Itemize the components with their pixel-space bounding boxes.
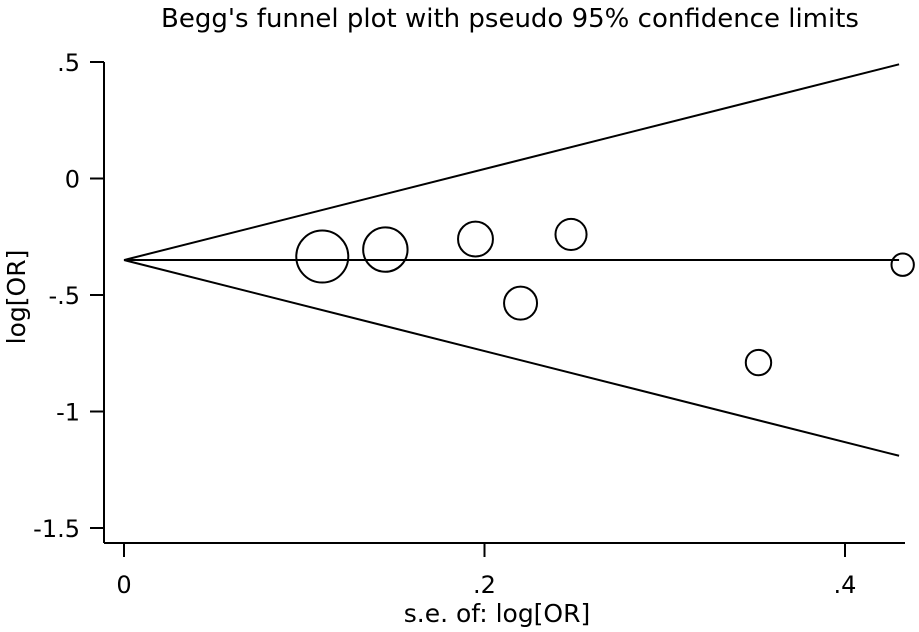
study-point-2 xyxy=(362,226,409,273)
y-tick-label-2: -.5 xyxy=(48,282,80,310)
confidence-limits xyxy=(123,63,900,457)
study-point-3 xyxy=(457,220,494,258)
study-points xyxy=(295,217,915,377)
study-point-7 xyxy=(890,252,915,277)
y-axis-ticks: .5 0 -.5 -1 -1.5 xyxy=(33,49,104,543)
x-axis-ticks: 0 .2 .4 xyxy=(116,543,856,599)
chart-title: Begg's funnel plot with pseudo 95% confi… xyxy=(161,4,859,34)
x-axis-label: s.e. of: log[OR] xyxy=(404,599,591,628)
upper-confidence-limit xyxy=(123,63,900,262)
lower-confidence-limit xyxy=(123,259,900,457)
study-point-6 xyxy=(744,348,773,377)
y-tick-label-3: -1 xyxy=(56,399,80,427)
study-point-1 xyxy=(295,229,350,284)
study-point-5 xyxy=(554,217,588,251)
x-tick-label-2: .4 xyxy=(834,571,857,599)
y-tick-label-0: .5 xyxy=(57,49,80,77)
y-tick-label-4: -1.5 xyxy=(33,515,80,543)
study-point-4 xyxy=(503,285,539,321)
y-tick-label-1: 0 xyxy=(65,166,80,194)
axes xyxy=(103,62,905,544)
x-tick-label-1: .2 xyxy=(473,571,496,599)
y-axis-label: log[OR] xyxy=(2,250,31,345)
x-tick-label-0: 0 xyxy=(116,571,131,599)
